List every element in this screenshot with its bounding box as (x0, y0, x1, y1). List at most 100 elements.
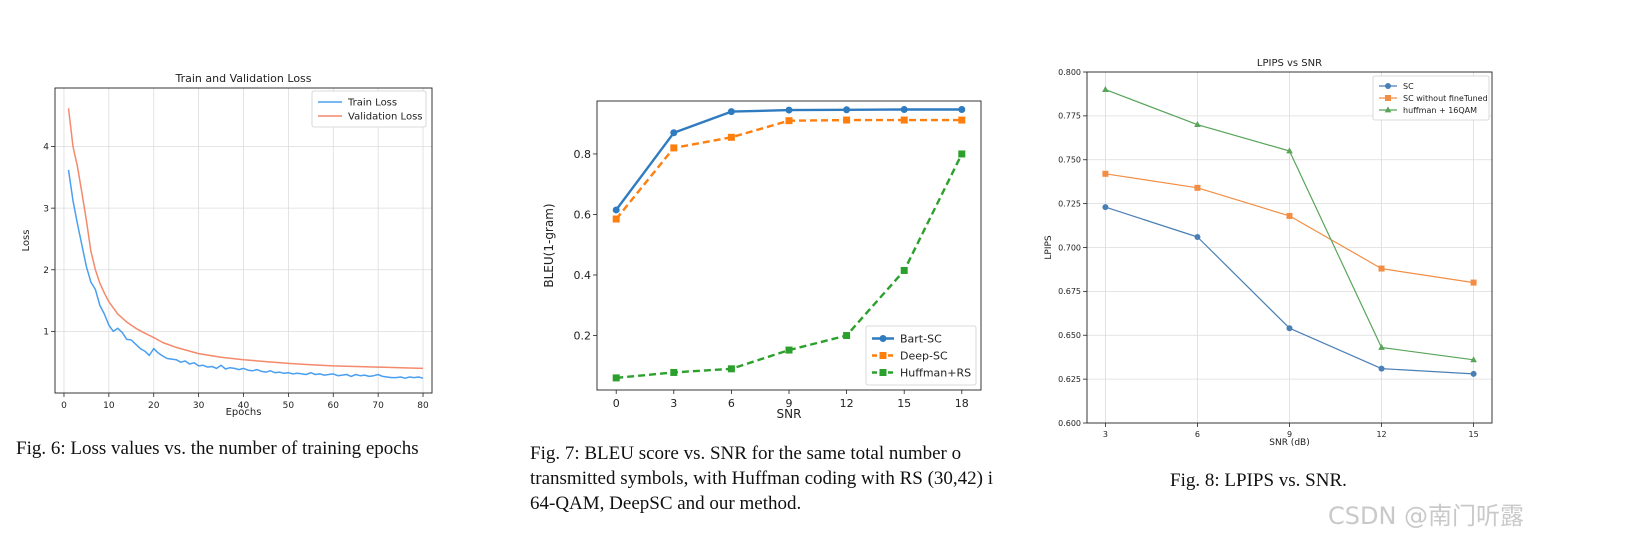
x-tick-label: 50 (283, 401, 295, 411)
legend-marker-1 (1385, 83, 1391, 89)
data-point (1378, 265, 1385, 272)
x-tick-label: 15 (1468, 430, 1478, 439)
chart-title: Train and Validation Loss (174, 72, 311, 85)
data-point (1194, 233, 1201, 240)
data-point (958, 150, 966, 158)
watermark: CSDN @南门听露 (1328, 502, 1525, 530)
x-tick-label: 6 (728, 397, 735, 410)
fig7-caption-line-1: Fig. 7: BLEU score vs. SNR for the same … (530, 443, 962, 464)
data-point (1286, 325, 1293, 332)
data-point (1194, 121, 1201, 128)
data-point (843, 332, 851, 340)
x-tick-label: 18 (955, 397, 969, 410)
x-tick-label: 80 (417, 401, 429, 411)
legend-box (1372, 75, 1490, 121)
x-tick-label: 6 (1195, 430, 1200, 439)
data-point (612, 215, 620, 223)
y-tick-label: 0.675 (1058, 287, 1081, 296)
y-tick-label: 0.625 (1058, 375, 1081, 384)
series-line-2 (615, 118, 962, 220)
data-point (843, 116, 851, 124)
y-tick-label: 4 (43, 143, 49, 153)
data-point (727, 108, 735, 116)
fig8-caption: Fig. 8: LPIPS vs. SNR. (1170, 470, 1347, 491)
legend-label-2: Validation Loss (348, 112, 423, 123)
data-point (612, 206, 620, 214)
data-point (900, 116, 908, 124)
y-tick-label: 1 (43, 328, 49, 338)
legend-label-3: Huffman+RS (900, 366, 971, 379)
data-point (727, 133, 735, 141)
data-point (1102, 204, 1109, 211)
y-tick-label: 0.600 (1058, 419, 1081, 428)
data-point (785, 106, 793, 114)
legend-marker-1 (879, 335, 887, 342)
x-tick-label: 3 (1103, 430, 1108, 439)
lpips-chart: 3 6 9 12 15 0.600 0.625 0.650 0.675 0.700 0.725 0.7… (1044, 58, 1493, 448)
data-point (1102, 85, 1109, 92)
fig7-caption-line-2: transmitted symbols, with Huffman coding… (530, 468, 994, 489)
data-point (1470, 279, 1477, 286)
fig7-caption: Fig. 7: BLEU score vs. SNR for the same … (530, 441, 993, 516)
data-point (900, 266, 908, 274)
x-tick-label: 3 (670, 397, 677, 410)
x-axis-label: SNR (777, 407, 802, 421)
data-point (670, 144, 678, 152)
y-tick-label: 0.750 (1058, 156, 1081, 165)
chart-title: LPIPS vs SNR (1257, 58, 1322, 69)
x-tick-label: 12 (840, 397, 854, 410)
legend-marker-2 (879, 352, 887, 359)
x-tick-label: 9 (786, 397, 793, 410)
x-tick-label: 15 (897, 397, 911, 410)
y-tick-label: 0.800 (1058, 68, 1081, 77)
data-point (612, 374, 620, 382)
legend-label-1: SC (1403, 82, 1414, 91)
data-point (1194, 184, 1201, 191)
y-tick-label: 2 (43, 266, 49, 276)
data-point (1378, 365, 1385, 372)
y-tick-label: 0.725 (1058, 199, 1081, 208)
y-axis-label: BLEU(1-gram) (542, 203, 556, 287)
data-point (727, 365, 735, 373)
y-tick-label: 0.700 (1058, 243, 1081, 252)
y-axis-label: Loss (21, 230, 32, 252)
data-point (1378, 343, 1385, 350)
data-point (785, 346, 793, 354)
data-point (1470, 370, 1477, 377)
loss-chart: 0 10 20 30 40 50 60 70 80 1 2 3 4 Train and Validatio… (21, 72, 433, 418)
y-tick-label: 3 (43, 204, 49, 214)
x-axis-label: SNR (dB) (1269, 438, 1309, 448)
y-tick-label: 0.2 (574, 329, 592, 342)
bleu-chart: 0 3 6 9 12 15 18 0.2 0.4 0.6 0.8 SNR BLEU(1-gram) Bar… (542, 100, 982, 421)
legend-label-1: Bart-SC (900, 332, 942, 345)
legend-marker-2 (1385, 95, 1391, 101)
x-tick-label: 10 (103, 401, 115, 411)
x-tick-label: 12 (1376, 430, 1386, 439)
y-tick-label: 0.775 (1058, 112, 1081, 121)
x-tick-label: 60 (328, 401, 340, 411)
series-line-1 (615, 108, 962, 211)
legend-label-2: Deep-SC (900, 349, 948, 362)
data-point (843, 106, 851, 114)
data-point (670, 368, 678, 376)
legend-label-2: SC without fineTuned (1403, 94, 1488, 103)
fig6-caption: Fig. 6: Loss values vs. the number of tr… (16, 438, 419, 459)
fig7-caption-line-3: 64-QAM, DeepSC and our method. (530, 493, 802, 514)
x-tick-label: 70 (372, 401, 384, 411)
x-tick-label: 0 (61, 401, 67, 411)
x-tick-label: 0 (613, 397, 620, 410)
legend-marker-3 (879, 369, 887, 376)
x-tick-label: 20 (148, 401, 160, 411)
series-line-1 (67, 169, 424, 379)
x-tick-label: 40 (238, 401, 250, 411)
y-tick-label: 0.650 (1058, 331, 1081, 340)
data-point (785, 117, 793, 125)
x-tick-label: 30 (193, 401, 205, 411)
y-tick-label: 0.4 (574, 269, 592, 282)
legend-box (311, 90, 427, 128)
data-point (1102, 170, 1109, 177)
data-point (958, 116, 966, 124)
series-line-2 (67, 108, 424, 370)
legend-label-3: huffman + 16QAM (1403, 106, 1477, 115)
